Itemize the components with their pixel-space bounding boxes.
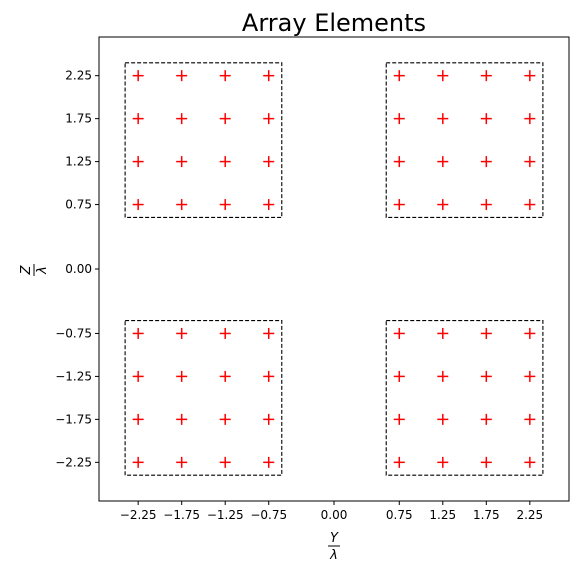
x-axis-ticks: −2.25 −1.75 −1.25 −0.75 0.00 0.75 1.25 1.75 2.25 (120, 501, 543, 522)
subarray-boxes (124, 62, 544, 476)
y-axis-label-numerator: Z (19, 264, 34, 275)
element-marker (263, 456, 275, 468)
element-marker (437, 113, 449, 125)
element-marker (219, 70, 231, 82)
element-marker (176, 156, 188, 168)
element-marker (524, 456, 536, 468)
element-marker (393, 156, 405, 168)
y-tick-label: 1.75 (65, 112, 92, 126)
element-marker (132, 327, 144, 339)
element-marker (480, 156, 492, 168)
x-tick-label: −1.75 (163, 508, 200, 522)
x-tick-label: −2.25 (120, 508, 157, 522)
subarray-box (385, 320, 544, 476)
element-marker (393, 327, 405, 339)
element-marker (437, 70, 449, 82)
element-marker (219, 113, 231, 125)
subarray-box (385, 62, 544, 218)
element-marker (219, 156, 231, 168)
y-tick-label: 1.25 (65, 155, 92, 169)
y-tick-label: −2.25 (55, 455, 92, 469)
element-marker (437, 327, 449, 339)
element-marker (524, 156, 536, 168)
element-marker (524, 113, 536, 125)
element-marker (263, 70, 275, 82)
element-marker (393, 199, 405, 211)
element-marker (176, 413, 188, 425)
element-marker (176, 199, 188, 211)
element-marker (132, 413, 144, 425)
y-tick-label: 0.00 (65, 262, 92, 276)
x-axis-label: Y λ (328, 531, 340, 563)
element-marker (263, 370, 275, 382)
x-tick-label: 0.75 (386, 508, 413, 522)
element-marker (480, 456, 492, 468)
element-marker (524, 413, 536, 425)
element-marker (176, 70, 188, 82)
element-marker (437, 370, 449, 382)
y-axis-label: Z λ (19, 264, 50, 276)
element-marker (480, 199, 492, 211)
element-marker (437, 199, 449, 211)
element-marker (524, 370, 536, 382)
element-marker (132, 456, 144, 468)
element-marker (437, 413, 449, 425)
y-tick-label: −1.75 (55, 412, 92, 426)
element-marker (480, 113, 492, 125)
element-marker (524, 327, 536, 339)
x-tick-label: 0.00 (321, 508, 348, 522)
subarray-box (124, 62, 283, 218)
x-tick-label: 2.25 (516, 508, 543, 522)
element-marker (176, 370, 188, 382)
y-tick-label: −1.25 (55, 369, 92, 383)
y-axis-ticks: 2.25 1.75 1.25 0.75 0.00 −0.75 −1.25 −1.75 −2.25 (55, 69, 99, 469)
element-marker (393, 413, 405, 425)
element-marker (263, 156, 275, 168)
element-marker (263, 327, 275, 339)
element-marker (480, 370, 492, 382)
element-marker (132, 156, 144, 168)
element-marker (132, 113, 144, 125)
element-marker (263, 413, 275, 425)
element-marker (219, 199, 231, 211)
element-marker (176, 456, 188, 468)
element-marker (437, 156, 449, 168)
element-marker (393, 70, 405, 82)
element-marker (437, 456, 449, 468)
x-axis-label-numerator: Y (330, 531, 339, 546)
plot-area-frame (98, 36, 570, 502)
element-marker (176, 113, 188, 125)
element-marker (480, 413, 492, 425)
x-tick-label: 1.75 (473, 508, 500, 522)
element-marker (263, 199, 275, 211)
y-tick-label: 2.25 (65, 69, 92, 83)
x-tick-label: 1.25 (429, 508, 456, 522)
element-marker (524, 199, 536, 211)
element-marker (132, 199, 144, 211)
x-tick-label: −1.25 (207, 508, 244, 522)
chart-title: Array Elements (242, 9, 426, 37)
element-marker (132, 70, 144, 82)
element-marker (393, 113, 405, 125)
element-marker (176, 327, 188, 339)
element-marker (219, 413, 231, 425)
y-axis-label-denominator: λ (35, 266, 50, 275)
y-tick-label: −0.75 (55, 326, 92, 340)
element-marker (524, 70, 536, 82)
element-marker (263, 113, 275, 125)
element-marker (219, 456, 231, 468)
x-tick-label: −0.75 (250, 508, 287, 522)
element-marker (393, 370, 405, 382)
element-marker (480, 70, 492, 82)
element-marker (480, 327, 492, 339)
element-marker (132, 370, 144, 382)
element-marker (219, 370, 231, 382)
y-tick-label: 0.75 (65, 198, 92, 212)
subarray-box (124, 320, 283, 476)
element-marker (219, 327, 231, 339)
element-markers (132, 70, 536, 468)
x-axis-label-denominator: λ (329, 548, 338, 563)
element-marker (393, 456, 405, 468)
